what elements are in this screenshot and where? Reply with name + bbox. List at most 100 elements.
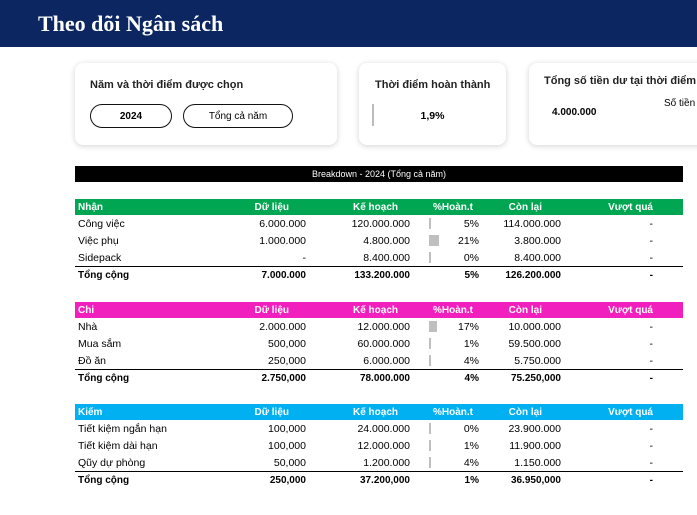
year-selection-card: Năm và thời điểm được chọn 2024 Tổng cả … [75,63,337,145]
section-title: Nhận [78,201,103,213]
total-remaining-value: 36.950,000 [510,475,561,486]
year-selector-button[interactable]: 2024 [90,104,172,128]
percent-bar [429,440,431,451]
column-header-data: Dữ liệu [254,304,289,316]
row-label: Sidepack [78,251,122,264]
row-over-value: - [649,337,654,350]
total-percent-value: 5% [464,270,479,281]
row-label: Tiết kiệm dài hạn [78,439,158,452]
year-card-title: Năm và thời điểm được chọn [90,79,244,91]
percent-bar [429,252,431,263]
completion-card-title: Thời điểm hoàn thành [375,79,491,91]
period-selector-button[interactable]: Tổng cả năm [183,104,293,128]
total-over-value: - [649,475,653,486]
row-percent-value: 0% [463,422,479,435]
table-row: Nhà 2.000.000 12.000.000 17% 10.000.000 - [75,318,683,335]
total-remaining-value: 126.200.000 [505,270,561,281]
section-title: Kiếm [78,406,103,418]
column-header-remaining: Còn lại [508,406,542,418]
section-income: Nhận Dữ liệu Kế hoạch %Hoàn.t Còn lại Vượt qu… [75,199,683,284]
row-plan-value: 12.000.000 [357,439,410,452]
row-remaining-value: 10.000.000 [508,320,561,333]
percent-bar [429,235,439,246]
row-over-value: - [649,456,654,469]
total-label: Tổng cộng [78,373,130,384]
row-percent-value: 17% [457,320,479,333]
balance-sub-label: Số tiền [664,98,696,109]
column-header-percent: %Hoàn.t [433,201,473,213]
percent-bar [429,423,431,434]
table-row: Việc phụ 1.000.000 4.800.000 21% 3.800.000 - [75,232,683,249]
row-data-value: 100,000 [268,422,306,435]
table-row: Sidepack - 8.400.000 0% 8.400.000 - [75,249,683,266]
row-remaining-value: 59.500.000 [508,337,561,350]
row-data-value: 500,000 [268,337,306,350]
total-percent-value: 1% [464,475,479,486]
row-over-value: - [649,422,654,435]
row-percent-value: 4% [463,354,479,367]
column-header-data: Dữ liệu [254,201,289,213]
total-row: Tổng cộng 7.000.000 133.200.000 5% 126.200.0… [75,266,683,284]
row-data-value: 50,000 [273,456,306,469]
column-header-remaining: Còn lại [508,201,542,213]
row-remaining-value: 23.900.000 [508,422,561,435]
percent-bar [429,355,431,366]
row-percent-value: 0% [463,251,479,264]
section-header: Nhận Dữ liệu Kế hoạch %Hoàn.t Còn lại Vượt qu… [75,199,683,215]
row-percent-value: 1% [463,439,479,452]
percent-bar [429,218,431,229]
row-percent-value: 4% [463,456,479,469]
column-header-data: Dữ liệu [254,406,289,418]
total-plan-value: 133.200.000 [354,270,410,281]
row-plan-value: 120.000.000 [351,217,410,230]
row-remaining-value: 11.900.000 [509,439,561,452]
column-header-over: Vượt quá [608,304,653,316]
completion-card: Thời điểm hoàn thành 1,9% [359,63,506,145]
row-percent-value: 21% [457,234,479,247]
row-plan-value: 24.000.000 [357,422,410,435]
page-title: Theo dõi Ngân sách [38,11,224,36]
row-over-value: - [649,354,654,367]
row-over-value: - [649,439,654,452]
total-row: Tổng cộng 250,000 37.200,000 1% 36.950,000 - [75,471,683,489]
row-remaining-value: 5.750.000 [514,354,561,367]
row-over-value: - [649,320,654,333]
balance-value: 4.000.000 [552,107,597,118]
row-percent-value: 1% [463,337,479,350]
row-plan-value: 12.000.000 [357,320,410,333]
row-data-value: 250,000 [268,354,306,367]
table-row: Tiết kiệm dài hạn 100,000 12.000.000 1% 11.9… [75,437,683,454]
row-data-value: 100,000 [268,439,306,452]
total-row: Tổng cộng 2.750,000 78.000.000 4% 75.250,000… [75,369,683,387]
row-plan-value: 60.000.000 [357,337,410,350]
row-remaining-value: 1.150.000 [514,456,561,469]
row-label: Mua sắm [78,337,122,350]
row-plan-value: 1.200.000 [363,456,410,469]
column-header-plan: Kế hoạch [352,406,398,418]
row-label: Việc phụ [78,234,119,247]
column-header-remaining: Còn lại [508,304,542,316]
row-over-value: - [649,217,654,230]
column-header-plan: Kế hoạch [352,304,398,316]
percent-bar [429,457,431,468]
section-header: Kiếm Dữ liệu Kế hoạch %Hoàn.t Còn lại Vượt qu… [75,404,683,420]
row-data-value: 2.000.000 [259,320,306,333]
row-remaining-value: 8.400.000 [514,251,561,264]
row-remaining-value: 114.000.000 [503,217,561,230]
table-row: Qũy dự phòng 50,000 1.200.000 4% 1.150.000 - [75,454,683,471]
row-label: Qũy dự phòng [78,456,146,469]
row-plan-value: 8.400.000 [363,251,410,264]
table-row: Đồ ăn 250,000 6.000.000 4% 5.750.000 - [75,352,683,369]
section-title: Chi [78,304,95,316]
table-row: Mua sắm 500,000 60.000.000 1% 59.500.000 - [75,335,683,352]
total-remaining-value: 75.250,000 [510,373,561,384]
completion-value: 1,9% [420,110,445,122]
percent-bar [429,338,431,349]
row-plan-value: 6.000.000 [363,354,410,367]
row-over-value: - [649,234,654,247]
column-header-percent: %Hoàn.t [433,304,473,316]
column-header-plan: Kế hoạch [352,201,398,213]
total-data-value: 7.000.000 [261,270,307,281]
row-over-value: - [649,251,654,264]
balance-card: Tổng số tiền dư tại thời điểm 4.000.000 … [529,63,697,145]
